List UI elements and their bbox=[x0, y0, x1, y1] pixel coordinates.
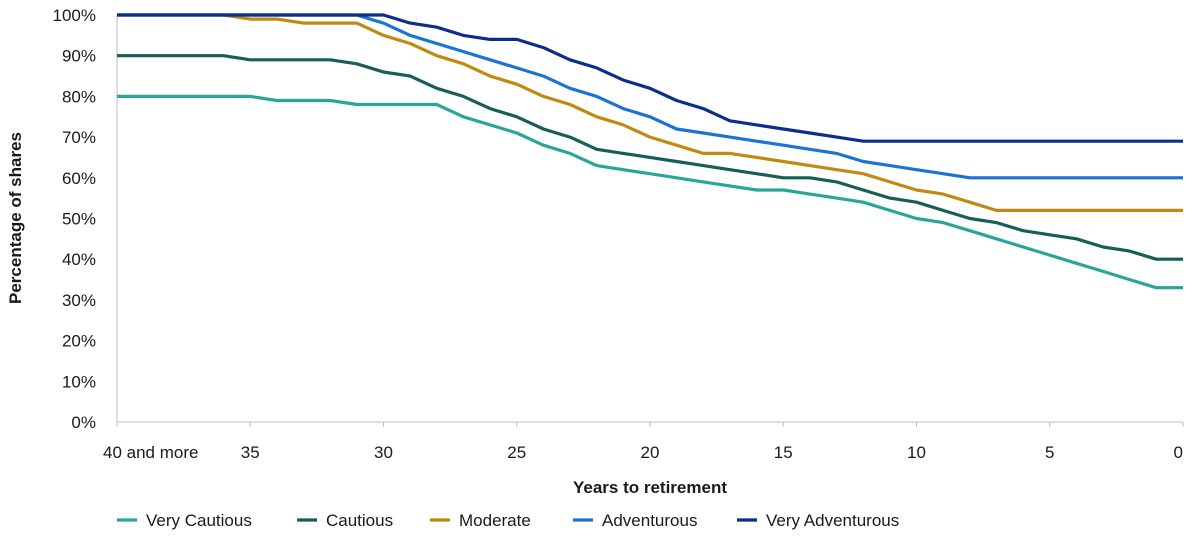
legend-item-adventurous: Adventurous bbox=[573, 511, 697, 530]
legend-item-very-cautious: Very Cautious bbox=[117, 511, 252, 530]
axes bbox=[116, 15, 1183, 423]
x-tick-label: 20 bbox=[641, 443, 660, 462]
series-line-moderate bbox=[117, 13, 1183, 212]
x-tick-label: 0 bbox=[1174, 443, 1183, 462]
x-tick-label: 35 bbox=[241, 443, 260, 462]
x-tick-label: 5 bbox=[1045, 443, 1054, 462]
legend-label: Moderate bbox=[459, 511, 531, 530]
y-tick-label: 10% bbox=[62, 372, 96, 391]
series-line-cautious bbox=[117, 54, 1183, 261]
legend-item-cautious: Cautious bbox=[297, 511, 393, 530]
x-tick-label: 15 bbox=[774, 443, 793, 462]
y-tick-label: 20% bbox=[62, 332, 96, 351]
legend-item-very-adventurous: Very Adventurous bbox=[737, 511, 899, 530]
series-line-adventurous bbox=[117, 13, 1183, 180]
y-tick-label: 60% bbox=[62, 169, 96, 188]
legend-label: Very Cautious bbox=[146, 511, 252, 530]
tick-labels: 0% 10% 20% 30% 40% 50% 60% 70% 80% 90% 100% 40 and … bbox=[53, 6, 1184, 462]
x-tick-label: 30 bbox=[374, 443, 393, 462]
y-axis-title: Percentage of shares bbox=[6, 132, 25, 304]
x-axis-title: Years to retirement bbox=[573, 478, 727, 497]
y-tick-label: 40% bbox=[62, 250, 96, 269]
legend: Very Cautious Cautious Moderate Adventurous… bbox=[117, 511, 899, 530]
legend-item-moderate: Moderate bbox=[430, 511, 531, 530]
y-tick-label: 70% bbox=[62, 128, 96, 147]
legend-label: Very Adventurous bbox=[766, 511, 899, 530]
y-tick-label: 50% bbox=[62, 210, 96, 229]
series-lines bbox=[117, 13, 1183, 290]
x-tick-label: 40 and more bbox=[103, 443, 198, 462]
series-line-very-adventurous bbox=[117, 13, 1183, 143]
y-tick-label: 90% bbox=[62, 47, 96, 66]
x-tick-label: 25 bbox=[507, 443, 526, 462]
legend-label: Adventurous bbox=[602, 511, 697, 530]
y-tick-label: 30% bbox=[62, 291, 96, 310]
y-tick-label: 100% bbox=[53, 6, 96, 25]
y-tick-label: 0% bbox=[71, 413, 96, 432]
y-tick-label: 80% bbox=[62, 87, 96, 106]
series-line-very-cautious bbox=[117, 94, 1183, 290]
legend-label: Cautious bbox=[326, 511, 393, 530]
x-tick-label: 10 bbox=[907, 443, 926, 462]
